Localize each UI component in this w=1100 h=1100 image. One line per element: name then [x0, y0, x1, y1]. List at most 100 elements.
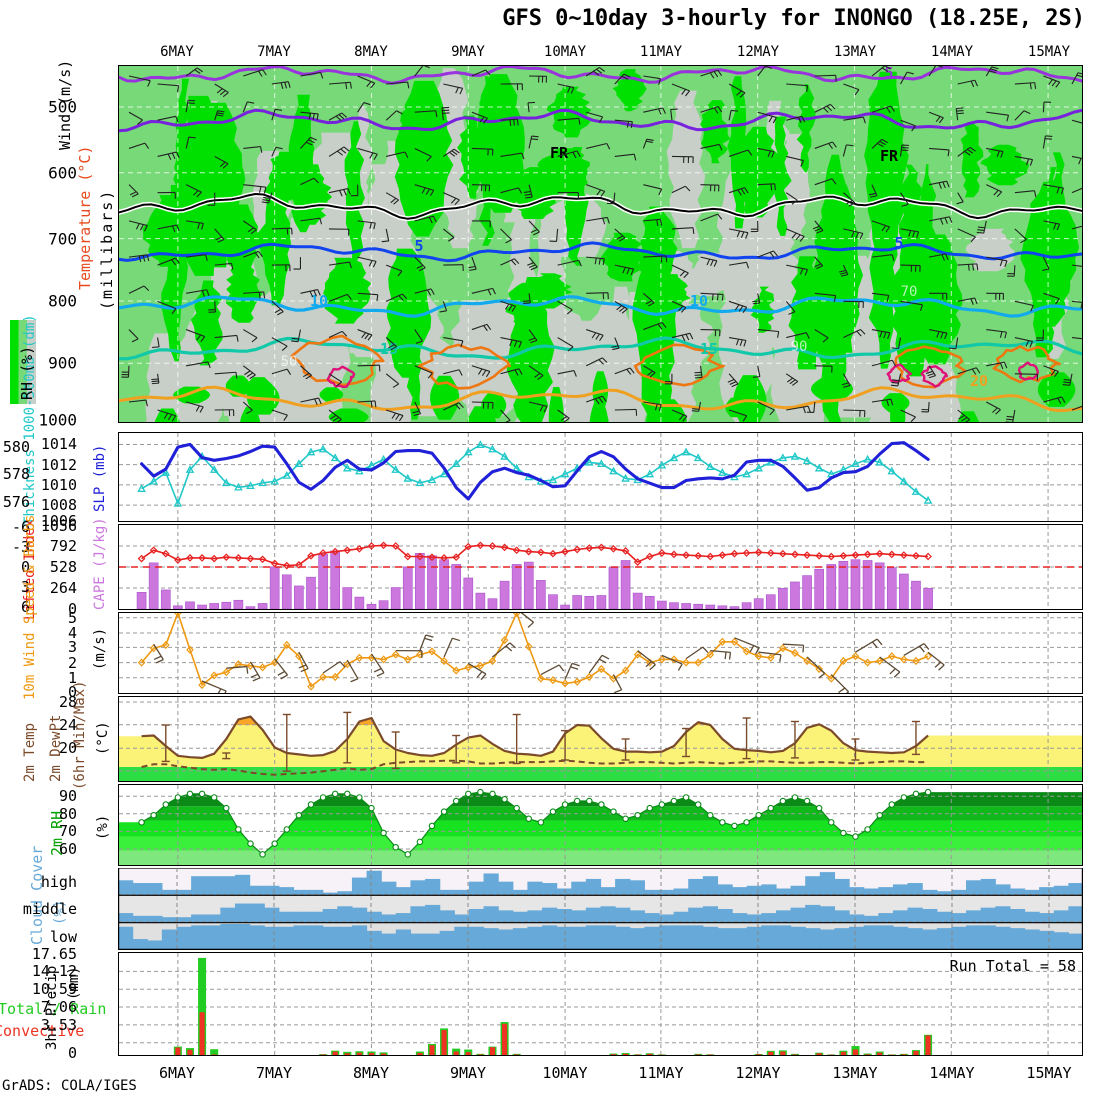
axis-tick: 600	[48, 163, 77, 183]
axis-tick: 3	[20, 578, 30, 597]
panel-precip[interactable]: Run Total = 58	[118, 952, 1083, 1056]
axis-tick: -3	[11, 537, 30, 556]
axis-tick: 0	[20, 558, 30, 576]
label-millibars: (millibars)	[98, 188, 116, 310]
label-rh-key: RH (%)	[18, 345, 36, 400]
day-label-top: 7MAY	[257, 44, 291, 60]
label-wind-10m: 10m Wind Speed & Barbs	[22, 514, 38, 700]
day-label-bottom: 9MAY	[449, 1064, 487, 1082]
axis-tick: 0	[67, 683, 77, 702]
axis-tick: 1006	[40, 512, 77, 530]
axis-tick: 10.59	[31, 980, 77, 999]
day-label-bottom: 15MAY	[1026, 1064, 1072, 1082]
day-label-bottom: 14MAY	[929, 1064, 975, 1082]
axis-tick: 5	[67, 608, 77, 627]
axis-tick: 700	[48, 229, 77, 249]
axis-tick: 17.65	[31, 944, 77, 963]
day-label-top: 9MAY	[451, 44, 485, 60]
day-label-bottom: 6MAY	[158, 1064, 196, 1082]
page-title: GFS 0~10day 3-hourly for INONGO (18.25E,…	[502, 6, 1085, 31]
axis-tick: 1056	[40, 516, 77, 535]
axis-tick: 70	[58, 822, 77, 841]
axis-tick: 1000	[38, 410, 77, 430]
svg-text:5: 5	[894, 234, 903, 252]
day-label-top: 8MAY	[354, 44, 388, 60]
panel-rh-2m[interactable]	[118, 784, 1083, 866]
axis-tick: 90	[58, 787, 77, 806]
run-total-annotation: Run Total = 58	[949, 957, 1076, 975]
panel-wind-10m[interactable]	[118, 612, 1083, 694]
panel-slp-thickness[interactable]	[118, 432, 1083, 522]
axis-tick: 60	[58, 840, 77, 858]
day-label-bottom: 8MAY	[352, 1064, 390, 1082]
day-label-top: 12MAY	[736, 44, 780, 60]
axis-tick: 7.06	[40, 998, 77, 1017]
axis-tick: 264	[49, 579, 77, 597]
axis-tick: 20	[58, 739, 77, 758]
axis-tick: 1	[67, 668, 77, 687]
panel-temp-dewpt-2m[interactable]	[118, 696, 1083, 782]
day-label-top: 6MAY	[160, 44, 194, 60]
panel-cloud-cover[interactable]	[118, 868, 1083, 950]
day-label-top: 13MAY	[833, 44, 877, 60]
label-cloud-cover: Cloud Cover	[28, 845, 46, 945]
panel-cape-li[interactable]	[118, 524, 1083, 610]
label-cape: CAPE (J/kg)	[92, 517, 108, 610]
axis-tick: 24	[58, 715, 77, 734]
label-wind-10m-unit: (m/s)	[92, 627, 108, 670]
day-label-bottom: 7MAY	[255, 1064, 293, 1082]
cloud-row-label: middle	[22, 900, 77, 919]
day-label-bottom: 12MAY	[735, 1064, 781, 1082]
label-precip-total: Total / Rain	[0, 1000, 107, 1018]
axis-tick: 578	[2, 465, 30, 484]
label-slp: SLP (mb)	[92, 444, 108, 512]
svg-text:70: 70	[901, 284, 918, 300]
label-temperature: Temperature (°C)	[76, 145, 94, 291]
axis-tick: -6	[11, 517, 30, 536]
svg-text:5: 5	[884, 66, 893, 82]
axis-tick: 900	[48, 353, 77, 373]
axis-tick: 1010	[40, 475, 77, 494]
axis-tick: 528	[49, 558, 77, 576]
axis-tick: 3	[67, 638, 77, 657]
day-label-bottom: 10MAY	[542, 1064, 588, 1082]
axis-tick: 1014	[40, 435, 77, 454]
cloud-row-label: high	[40, 873, 77, 891]
axis-tick: 500	[48, 97, 77, 117]
label-temp-unit: (°C)	[95, 721, 111, 755]
day-label-bottom: 11MAY	[638, 1064, 684, 1082]
axis-tick: 28	[58, 693, 77, 712]
day-label-top: 10MAY	[543, 44, 587, 60]
axis-tick: 14.12	[31, 962, 77, 981]
axis-tick: 1008	[40, 496, 77, 515]
svg-text:10: 10	[690, 292, 708, 310]
svg-text:FR: FR	[550, 144, 569, 162]
day-label-top: 14MAY	[930, 44, 974, 60]
day-label-top: 11MAY	[639, 44, 683, 60]
label-precip-convective: Convective	[0, 1022, 85, 1040]
svg-text:10: 10	[310, 292, 328, 310]
rh-color-key	[10, 320, 36, 404]
axis-tick: 4	[67, 624, 77, 642]
label-temp-2m: 2m Temp	[22, 722, 38, 782]
axis-tick: 800	[48, 291, 77, 311]
axis-tick: 80	[58, 804, 77, 823]
day-label-bottom: 13MAY	[832, 1064, 878, 1082]
day-label-top: 15MAY	[1027, 44, 1071, 60]
svg-text:20: 20	[970, 372, 988, 390]
axis-tick: 576	[2, 492, 30, 511]
svg-text:50: 50	[281, 354, 298, 370]
svg-text:90: 90	[791, 339, 808, 355]
cloud-row-label: low	[49, 927, 77, 946]
axis-tick: 3.53	[40, 1015, 77, 1034]
svg-text:15: 15	[700, 340, 718, 358]
svg-text:5: 5	[414, 237, 423, 255]
footer-credit: GrADS: COLA/IGES	[2, 1078, 137, 1094]
label-rh-2m-unit: (%)	[95, 814, 111, 840]
axis-tick: 2	[67, 653, 77, 672]
axis-tick: 6	[20, 598, 30, 617]
axis-tick: 0	[67, 1044, 77, 1063]
axis-tick: 0	[67, 600, 77, 618]
panel-upper-air[interactable]: 5 FR FR 5 5 10 10 15 15 20 70 50 90	[118, 65, 1083, 423]
svg-text:FR: FR	[880, 147, 899, 165]
